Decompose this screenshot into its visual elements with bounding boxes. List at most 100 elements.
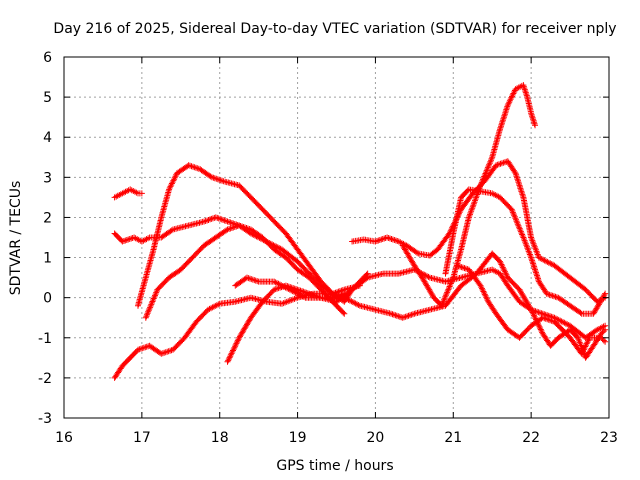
series-markers bbox=[142, 222, 348, 321]
data-point bbox=[522, 196, 525, 199]
axis-ticks bbox=[63, 56, 610, 419]
data-point bbox=[250, 316, 252, 319]
data-point bbox=[386, 236, 388, 239]
y-tick-label: -2 bbox=[38, 371, 52, 387]
data-point bbox=[506, 104, 509, 106]
data-point bbox=[584, 336, 587, 339]
data-point bbox=[250, 232, 252, 235]
data-point bbox=[604, 328, 606, 331]
data-point bbox=[129, 188, 131, 191]
data-point bbox=[382, 272, 385, 275]
data-point bbox=[600, 332, 603, 335]
data-point bbox=[479, 190, 482, 193]
data-point bbox=[413, 264, 416, 267]
data-point bbox=[148, 236, 151, 239]
data-point bbox=[234, 284, 237, 287]
series-track-c bbox=[111, 250, 609, 381]
data-point bbox=[308, 264, 311, 267]
data-point bbox=[257, 280, 260, 283]
data-point bbox=[273, 220, 276, 223]
data-point bbox=[479, 184, 482, 187]
data-point bbox=[160, 216, 163, 219]
data-point bbox=[518, 300, 521, 303]
data-point bbox=[144, 316, 147, 319]
data-point bbox=[320, 284, 322, 287]
y-tick-label: -1 bbox=[38, 331, 52, 347]
y-axis-label: SDTVAR / TECUs bbox=[8, 181, 24, 296]
data-point bbox=[296, 296, 299, 299]
data-point bbox=[160, 236, 163, 239]
x-tick-label: 21 bbox=[444, 430, 462, 446]
data-point bbox=[491, 192, 494, 195]
x-tick-label: 19 bbox=[289, 430, 307, 446]
data-point bbox=[429, 276, 431, 279]
data-point bbox=[144, 276, 147, 279]
data-point bbox=[588, 336, 591, 339]
data-point bbox=[304, 296, 307, 299]
data-point bbox=[226, 228, 229, 231]
data-point bbox=[374, 308, 377, 311]
data-point bbox=[452, 232, 455, 235]
data-point bbox=[542, 316, 544, 319]
data-point bbox=[538, 256, 540, 259]
grid-lines bbox=[64, 57, 609, 418]
data-point bbox=[273, 288, 276, 291]
data-point bbox=[261, 236, 264, 239]
data-point bbox=[460, 196, 462, 199]
data-point bbox=[479, 284, 482, 287]
data-point bbox=[121, 240, 124, 243]
x-tick-labels: 16 17 18 19 20 21 22 23 bbox=[55, 430, 618, 446]
data-point bbox=[113, 196, 116, 199]
data-point bbox=[296, 260, 299, 263]
series-track-g bbox=[232, 274, 348, 301]
data-point bbox=[156, 288, 159, 291]
data-point bbox=[137, 304, 139, 307]
series-track-d bbox=[135, 162, 363, 309]
data-point bbox=[440, 304, 443, 307]
data-point bbox=[121, 365, 124, 367]
data-point bbox=[584, 288, 587, 291]
data-point bbox=[296, 268, 299, 271]
chart-title: Day 216 of 2025, Sidereal Day-to-day VTE… bbox=[53, 21, 616, 37]
data-point bbox=[113, 377, 116, 379]
data-point bbox=[187, 164, 190, 167]
x-tick-label: 17 bbox=[133, 430, 151, 446]
series-markers bbox=[111, 186, 145, 201]
data-point bbox=[456, 264, 458, 267]
data-point bbox=[444, 280, 447, 283]
y-tick-label: 0 bbox=[43, 291, 52, 307]
data-point bbox=[460, 276, 462, 279]
data-point bbox=[460, 248, 462, 251]
data-point bbox=[522, 236, 525, 239]
data-point bbox=[530, 308, 532, 311]
data-point bbox=[468, 216, 470, 219]
data-point bbox=[499, 128, 501, 130]
data-point bbox=[351, 288, 353, 291]
data-point bbox=[281, 248, 283, 251]
data-point bbox=[401, 316, 404, 319]
data-point bbox=[246, 276, 248, 279]
data-point bbox=[335, 300, 338, 303]
data-point bbox=[495, 312, 497, 315]
data-point bbox=[207, 308, 209, 311]
data-point bbox=[273, 280, 276, 283]
data-point bbox=[518, 336, 521, 339]
data-point bbox=[390, 312, 392, 315]
data-point bbox=[600, 336, 603, 339]
data-point bbox=[592, 312, 595, 315]
data-point bbox=[141, 240, 143, 243]
data-point bbox=[366, 276, 369, 279]
data-point bbox=[261, 208, 264, 211]
data-point bbox=[538, 280, 540, 283]
data-point bbox=[506, 328, 509, 331]
data-point bbox=[557, 296, 560, 299]
data-point bbox=[331, 292, 334, 295]
data-point bbox=[265, 300, 268, 303]
data-point bbox=[203, 220, 205, 223]
series-track-j bbox=[442, 186, 609, 317]
data-point bbox=[343, 312, 346, 315]
plot-frame bbox=[63, 56, 610, 419]
data-point bbox=[542, 332, 544, 335]
data-point bbox=[499, 260, 501, 263]
